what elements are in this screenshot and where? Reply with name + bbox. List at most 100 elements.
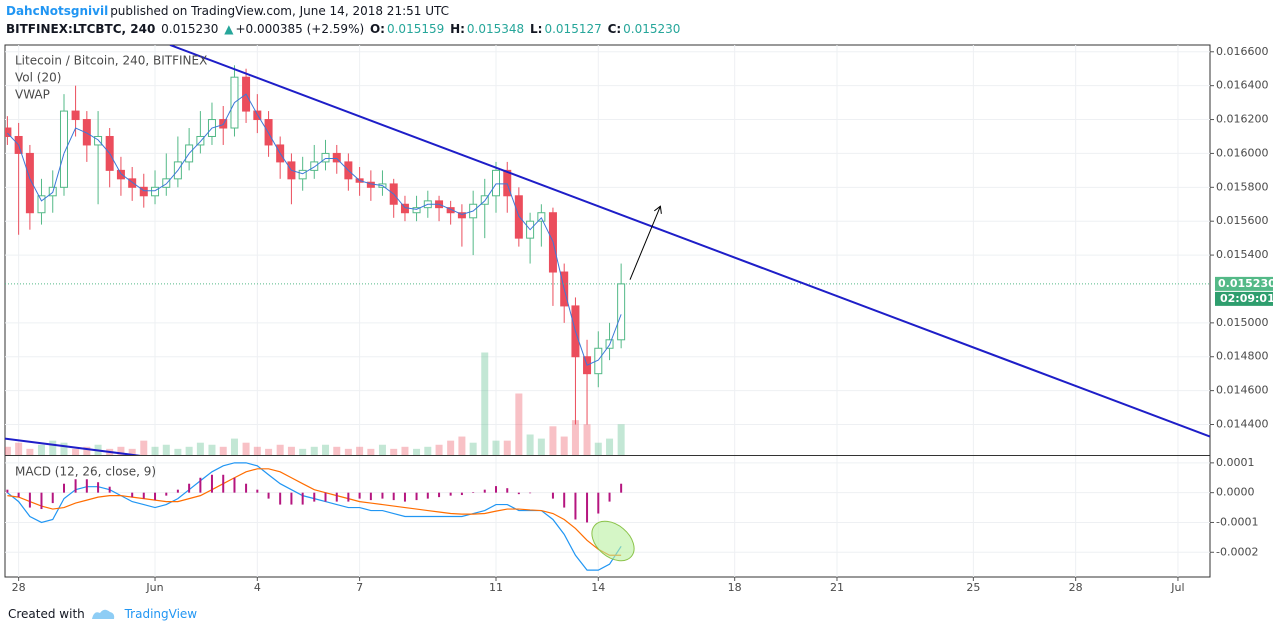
signal-line: [7, 468, 622, 556]
volume-bar: [526, 434, 534, 455]
volume-bar: [594, 442, 602, 455]
candle-body: [298, 169, 307, 180]
volume-bar: [583, 424, 591, 455]
volume-bar: [37, 444, 45, 455]
x-tick-label: 14: [591, 581, 605, 594]
brand[interactable]: TradingView: [124, 607, 198, 621]
volume-bar: [413, 448, 421, 455]
c-label: C:: [607, 22, 622, 36]
volume-bar: [265, 448, 273, 455]
countdown: 02:09:01: [1220, 292, 1274, 305]
vwap-line: [7, 93, 622, 366]
candle-body: [25, 152, 34, 214]
volume-bar: [276, 444, 284, 455]
volume-bar: [151, 446, 159, 455]
candle-body: [37, 195, 46, 214]
published: published on TradingView.com, June 14, 2…: [110, 4, 449, 18]
volume-bar: [560, 436, 568, 455]
volume-bar: [140, 440, 148, 455]
change-arrow: ▲: [224, 22, 234, 36]
candle-body: [492, 169, 501, 197]
volume-bar: [128, 448, 136, 455]
volume-bar: [515, 393, 523, 455]
frame: [4, 44, 1211, 578]
volume-bar: [537, 438, 545, 455]
volume-bar: [310, 446, 318, 455]
volume-bar: [5, 446, 11, 455]
y-tick-label: 0.016200: [1216, 113, 1269, 126]
volume-bar: [481, 352, 489, 455]
x-tick-label: 18: [728, 581, 742, 594]
volume-bar: [492, 440, 500, 455]
y-tick-label: -0.0001: [1216, 515, 1258, 528]
h: 0.015348: [466, 22, 525, 36]
candle-body: [94, 135, 103, 146]
candle-body: [503, 169, 512, 197]
volume-bar: [571, 420, 579, 455]
volume-bar: [378, 444, 386, 455]
candle-body: [59, 110, 68, 188]
publish-line: DahcNotsgnivil published on TradingView.c…: [6, 4, 451, 18]
x-tick-label: 11: [489, 581, 503, 594]
highlight-ellipse: [591, 520, 635, 562]
volume-bar: [242, 442, 250, 455]
macd-title: MACD (12, 26, close, 9): [15, 465, 156, 479]
symbol: BITFINEX:LTCBTC, 240: [6, 22, 156, 36]
volume-bar: [367, 448, 375, 455]
candle-body: [321, 152, 330, 163]
created-with: Created with: [8, 607, 85, 621]
o: 0.015159: [386, 22, 445, 36]
x-tick-label: 25: [966, 581, 980, 594]
volume-bar: [72, 448, 80, 455]
volume-bar: [60, 442, 68, 455]
volume-bar: [117, 446, 125, 455]
volume-bar: [503, 440, 511, 455]
quote-line: BITFINEX:LTCBTC, 240 0.015230 ▲ +0.000385…: [6, 22, 682, 36]
volume-bar: [458, 436, 466, 455]
volume-bar: [49, 440, 57, 455]
x-tick-label: Jun: [145, 581, 163, 594]
y-tick-label: 0.015600: [1216, 214, 1269, 227]
c: 0.015230: [623, 22, 681, 36]
l: 0.015127: [544, 22, 602, 36]
y-tick-label: 0.0001: [1216, 456, 1255, 469]
volume-bar: [185, 446, 193, 455]
volume-label: Vol (20): [15, 71, 61, 85]
volume-bar: [322, 444, 330, 455]
volume-bar: [253, 446, 261, 455]
y-tick-label: 0.014600: [1216, 384, 1269, 397]
x-tick-label: 4: [254, 581, 261, 594]
l-label: L:: [530, 22, 543, 36]
candle-body: [5, 127, 12, 137]
y-tick-label: 0.014400: [1216, 418, 1269, 431]
x-tick-label: 28: [1069, 581, 1083, 594]
volume-bar: [26, 448, 34, 455]
volume-bar: [549, 426, 557, 455]
macd-line: [7, 462, 622, 571]
volume-bar: [447, 440, 455, 455]
candle-body: [82, 119, 91, 146]
candle-body: [162, 178, 171, 188]
y-tick-label: 0.0000: [1216, 486, 1255, 499]
x-tick-label: 7: [356, 581, 363, 594]
candle-body: [139, 186, 148, 197]
candle-body: [537, 212, 546, 222]
candle-body: [332, 152, 341, 163]
candle-body: [310, 161, 319, 171]
countdown-box: [1215, 291, 1273, 306]
volume-bar: [606, 438, 614, 455]
volume-bar: [401, 446, 409, 455]
author[interactable]: DahcNotsgnivil: [6, 4, 109, 18]
trendline: [169, 45, 1210, 438]
volume-bar: [299, 448, 307, 455]
trendline: [5, 437, 141, 455]
footer: Created with TradingView: [8, 607, 197, 621]
candle-body: [128, 178, 137, 188]
vwap-label: VWAP: [15, 88, 50, 102]
volume-bar: [162, 444, 170, 455]
candle-body: [594, 347, 603, 375]
volume-bar: [230, 438, 238, 455]
candle-body: [71, 110, 80, 121]
candle-body: [617, 283, 626, 341]
